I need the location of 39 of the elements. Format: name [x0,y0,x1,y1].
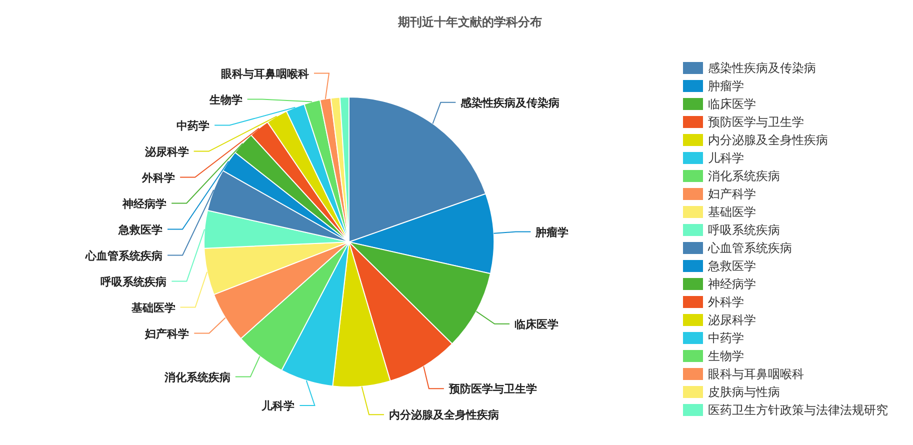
text: 急救医学 [117,223,162,236]
text: 预防医学与卫生学 [448,382,537,396]
text: 儿科学 [260,399,295,412]
text: 消化系统疾病 [163,370,230,384]
legend-label: 神经病学 [708,277,756,291]
legend-label: 肿瘤学 [708,79,744,93]
chart-title: 期刊近十年文献的学科分布 [397,15,542,29]
text: 内分泌腺及全身性疾病 [389,408,499,422]
legend-label: 中药学 [708,331,744,345]
legend-label: 生物学 [708,349,744,363]
legend-label: 心血管系统疾病 [707,241,792,255]
text: 中药学 [176,119,210,132]
legend-label: 基础医学 [708,205,756,219]
legend-label: 泌尿科学 [708,313,756,327]
legend-label: 感染性疾病及传染病 [708,61,816,75]
legend-label: 急救医学 [707,259,756,273]
text: 泌尿科学 [144,145,189,158]
text: 生物学 [208,93,242,106]
text: 临床医学 [514,318,559,331]
legend-label: 妇产科学 [708,187,756,201]
legend-label: 儿科学 [708,151,744,165]
text: 眼科与耳鼻咽喉科 [221,67,309,80]
text: 妇产科学 [144,327,190,340]
legend-label: 皮肤病与性病 [708,385,780,399]
legend-label: 外科学 [708,295,744,309]
text: 外科学 [141,171,176,184]
legend-label: 呼吸系统疾病 [708,223,780,237]
legend-label: 临床医学 [708,97,756,111]
legend-label: 预防医学与卫生学 [708,115,804,129]
legend-label: 医药卫生方针政策与法律法规研究 [708,403,888,417]
text: 心血管系统疾病 [84,249,163,262]
text: 神经病学 [122,197,167,210]
text: 呼吸系统疾病 [100,275,167,288]
text: 感染性疾病及传染病 [460,96,560,110]
legend-label: 消化系统疾病 [708,169,780,183]
text: 基础医学 [130,301,176,314]
text: 肿瘤学 [534,226,569,239]
legend-label: 眼科与耳鼻咽喉科 [708,367,804,381]
legend-label: 内分泌腺及全身性疾病 [708,133,828,147]
